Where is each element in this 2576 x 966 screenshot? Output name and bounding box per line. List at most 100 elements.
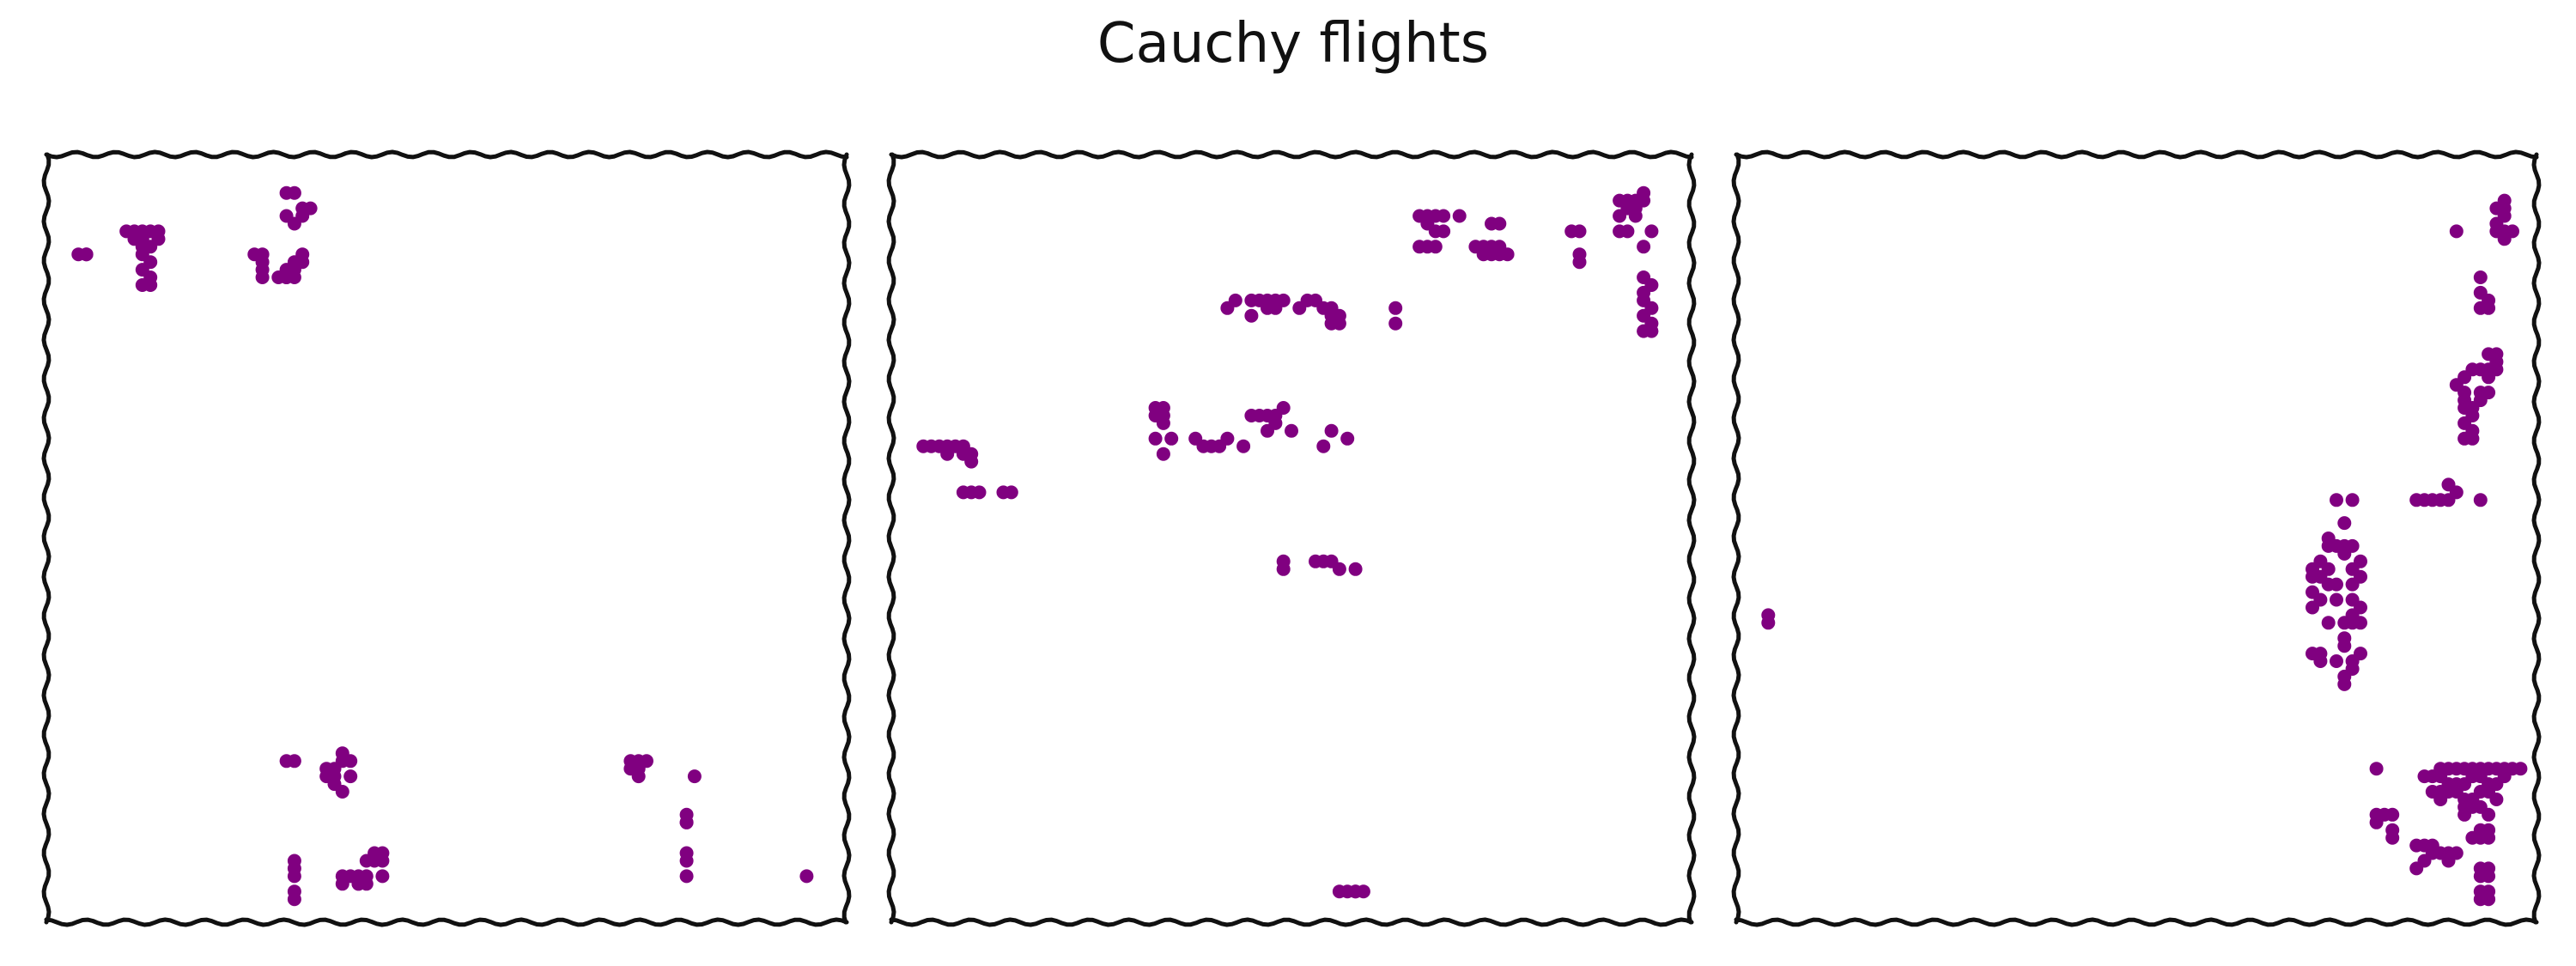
panel-2-point-37 bbox=[1324, 423, 1339, 438]
panel-3-point-29 bbox=[2321, 616, 2336, 630]
panel-1-point-83 bbox=[679, 869, 694, 884]
panel-3-point-135 bbox=[2441, 854, 2456, 868]
panel-3-point-87 bbox=[2506, 224, 2519, 239]
panel-2-point-106 bbox=[1628, 209, 1643, 223]
panel-2-point-65 bbox=[1332, 562, 1346, 576]
panel-2-point-27 bbox=[1220, 431, 1235, 446]
panel-2-point-91 bbox=[1500, 247, 1515, 262]
panel-3-point-43 bbox=[2337, 677, 2352, 691]
panel-3-point-17 bbox=[2330, 577, 2343, 592]
panel-2-point-9 bbox=[940, 447, 955, 461]
panel-2-point-109 bbox=[1644, 224, 1659, 239]
panel-3-point-125 bbox=[2458, 807, 2472, 822]
panel-2-point-105 bbox=[1613, 209, 1627, 223]
chart-title: Cauchy flights bbox=[1097, 12, 1489, 76]
panel-2-point-8 bbox=[964, 454, 979, 469]
panel-2-point-119 bbox=[1644, 324, 1659, 338]
panel-1-point-18 bbox=[127, 232, 142, 246]
panel-1-point-46 bbox=[343, 754, 358, 769]
panel-2-point-58 bbox=[1324, 316, 1339, 331]
panel-2-point-97 bbox=[1572, 255, 1587, 270]
panel-3-point-50 bbox=[2441, 477, 2456, 492]
panel-1-point-82 bbox=[679, 854, 694, 868]
panel-3-point-62 bbox=[2458, 431, 2472, 446]
panel-2-point-36 bbox=[1285, 423, 1298, 438]
panel-3-point-21 bbox=[2354, 554, 2367, 568]
panel-3-point-71 bbox=[2465, 362, 2480, 377]
panel-1-point-84 bbox=[799, 869, 814, 884]
panel-1-point-23 bbox=[255, 270, 270, 284]
panel-3-point-124 bbox=[2482, 807, 2496, 822]
panel-3-point-3 bbox=[2345, 493, 2360, 507]
panel-2-point-38 bbox=[1340, 431, 1355, 446]
panel-1-point-70 bbox=[351, 877, 366, 891]
panel-3-point-40 bbox=[2354, 647, 2367, 661]
panel-3-point-32 bbox=[2354, 616, 2367, 630]
panel-1-point-2 bbox=[79, 247, 94, 262]
panel-2-point-39 bbox=[1316, 439, 1331, 453]
panel-3-point-1 bbox=[1761, 616, 1776, 630]
panel-2-point-33 bbox=[1276, 401, 1291, 415]
panel-2-point-35 bbox=[1261, 423, 1274, 438]
panel-1-point-50 bbox=[335, 785, 349, 799]
panel-1-point-32 bbox=[287, 270, 301, 284]
panel-3 bbox=[1731, 149, 2542, 927]
panel-3-point-73 bbox=[2482, 386, 2496, 400]
panel-3-point-119 bbox=[2489, 793, 2504, 806]
panel-2-point-83 bbox=[1452, 209, 1467, 223]
panel-2-point-59 bbox=[1388, 301, 1403, 315]
panel-1-point-15 bbox=[143, 278, 158, 292]
panel-3-point-37 bbox=[2313, 654, 2328, 668]
panel-1-point-80 bbox=[679, 815, 694, 829]
panel-3-frame bbox=[1731, 149, 2542, 927]
panel-3-point-150 bbox=[2385, 830, 2400, 845]
panel-3-point-74 bbox=[2473, 270, 2488, 284]
panel-3-point-155 bbox=[2409, 861, 2424, 876]
panel-2-point-76 bbox=[1437, 209, 1451, 223]
panel-2-point-12 bbox=[972, 485, 987, 500]
panel-2-point-22 bbox=[1156, 447, 1170, 461]
panel-3-point-110 bbox=[2497, 769, 2512, 784]
panel-3-point-78 bbox=[2482, 301, 2496, 315]
panel-2-point-79 bbox=[1437, 224, 1451, 239]
panel-2-point-14 bbox=[1004, 485, 1018, 500]
panel-1-point-31 bbox=[271, 270, 286, 284]
panel-3-point-4 bbox=[2337, 516, 2352, 531]
panel-3-point-34 bbox=[2337, 639, 2352, 653]
panel-1-point-51 bbox=[343, 769, 358, 784]
panel-2-point-19 bbox=[1156, 416, 1170, 430]
panel-3-point-51 bbox=[2473, 493, 2488, 507]
panel-2-point-72 bbox=[1348, 884, 1363, 899]
panel-1-frame bbox=[41, 149, 852, 927]
panel-2-point-85 bbox=[1492, 216, 1507, 231]
panel-2-point-66 bbox=[1348, 562, 1363, 576]
panel-3-point-143 bbox=[2473, 892, 2488, 907]
panel-3-point-120 bbox=[2433, 793, 2448, 806]
panel-2-point-113 bbox=[1644, 278, 1659, 292]
panels-group bbox=[41, 149, 2542, 927]
panel-3-point-38 bbox=[2330, 654, 2343, 668]
panel-1-point-76 bbox=[631, 769, 646, 784]
panel-3-point-99 bbox=[2513, 762, 2528, 776]
panel-1-point-75 bbox=[640, 754, 653, 769]
panel-2-point-110 bbox=[1637, 240, 1651, 254]
panel-2-point-21 bbox=[1164, 431, 1179, 446]
panel-1 bbox=[41, 149, 852, 927]
panel-2-point-95 bbox=[1572, 224, 1587, 239]
panel-1-point-41 bbox=[287, 754, 301, 769]
panel-1-point-77 bbox=[687, 769, 702, 784]
panel-1-point-56 bbox=[287, 892, 301, 907]
panel-2-point-82 bbox=[1428, 240, 1443, 254]
panel-1-point-17 bbox=[151, 224, 166, 239]
panel-1-point-34 bbox=[287, 185, 301, 200]
panel-1-point-54 bbox=[287, 869, 301, 884]
panel-3-point-144 bbox=[2369, 762, 2384, 776]
panel-3-point-10 bbox=[2337, 546, 2352, 561]
panel-3-point-25 bbox=[2330, 592, 2343, 607]
panel-2-point-60 bbox=[1388, 316, 1403, 331]
panel-3-point-130 bbox=[2465, 830, 2480, 845]
panel-2-point-49 bbox=[1244, 308, 1259, 323]
panel-1-point-69 bbox=[375, 869, 390, 884]
panel-2-point-93 bbox=[1476, 247, 1491, 262]
